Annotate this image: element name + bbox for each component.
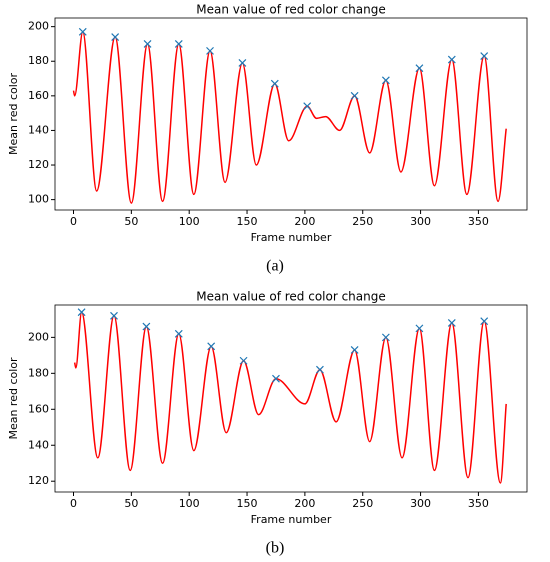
peak-marker (206, 46, 214, 55)
x-tick-label: 200 (294, 215, 315, 228)
peak-marker (78, 27, 87, 36)
chart-title: Mean value of red color change (196, 3, 386, 17)
x-tick-label: 250 (352, 215, 373, 228)
signal-line (73, 311, 507, 484)
peak-marker (77, 308, 86, 317)
x-tick-label: 150 (237, 215, 258, 228)
x-axis-label: Frame number (251, 231, 332, 244)
y-tick-label: 160 (28, 89, 49, 102)
y-tick-label: 200 (28, 20, 49, 33)
y-tick-label: 180 (28, 366, 49, 379)
peak-marker (207, 342, 216, 351)
y-tick-label: 200 (28, 330, 49, 343)
peak-marker (480, 52, 489, 60)
peak-marker (303, 102, 312, 111)
peak-marker (142, 322, 151, 331)
peak-marker (270, 79, 279, 88)
peak-marker (143, 40, 152, 48)
peak-marker (350, 91, 359, 100)
x-tick-label: 100 (179, 497, 200, 510)
plot-frame (54, 17, 528, 211)
plot-frame (54, 304, 528, 493)
peak-marker (315, 365, 324, 374)
x-tick-label: 300 (410, 215, 431, 228)
x-tick-label: 0 (70, 215, 77, 228)
x-tick-label: 350 (468, 215, 489, 228)
x-tick-label: 250 (352, 497, 373, 510)
peak-marker (238, 59, 247, 67)
x-tick-label: 100 (179, 215, 200, 228)
peak-marker (381, 333, 390, 342)
y-tick-label: 160 (28, 402, 49, 415)
x-axis-label: Frame number (251, 513, 332, 526)
peak-marker (415, 324, 424, 333)
x-tick-label: 50 (124, 497, 138, 510)
x-tick-label: 350 (468, 497, 489, 510)
y-axis-label: Mean red color (7, 72, 20, 155)
peak-marker (174, 329, 183, 338)
peak-marker (111, 33, 120, 41)
caption: (a) (266, 258, 284, 275)
peak-marker (447, 319, 456, 327)
peak-marker (350, 346, 359, 354)
y-tick-label: 140 (28, 123, 49, 136)
y-tick-label: 100 (28, 193, 49, 206)
x-tick-label: 300 (410, 497, 431, 510)
peak-marker (110, 311, 118, 320)
x-tick-label: 200 (294, 497, 315, 510)
peak-marker (239, 356, 248, 365)
peak-marker (480, 317, 489, 326)
caption: (b) (266, 540, 285, 557)
y-tick-label: 120 (28, 474, 49, 487)
x-tick-label: 150 (237, 497, 258, 510)
peak-marker (272, 374, 280, 383)
y-tick-label: 140 (28, 438, 49, 451)
y-tick-label: 120 (28, 158, 49, 171)
signal-line (72, 31, 507, 204)
x-tick-label: 0 (70, 497, 77, 510)
peak-marker (174, 40, 183, 48)
peak-marker (447, 55, 456, 64)
peak-marker (415, 64, 424, 73)
y-tick-label: 180 (28, 54, 49, 67)
peak-marker (381, 76, 390, 85)
chart-title: Mean value of red color change (196, 290, 386, 304)
x-tick-label: 50 (124, 215, 138, 228)
y-axis-label: Mean red color (7, 357, 20, 440)
